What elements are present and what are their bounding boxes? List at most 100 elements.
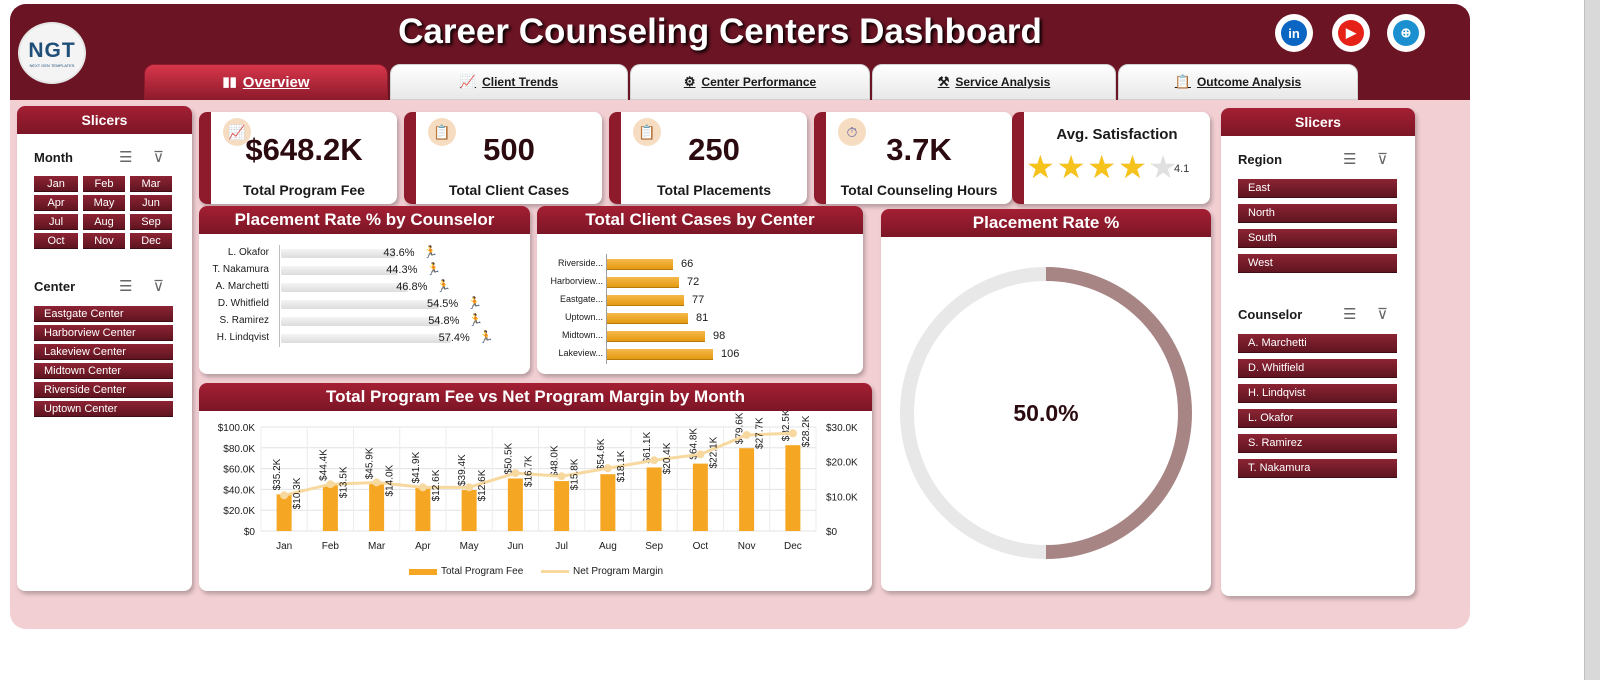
center-chip[interactable]: Harborview Center — [34, 325, 173, 341]
website-button[interactable]: ⊕ — [1387, 14, 1425, 52]
kpi-label: Total Counseling Hours — [840, 182, 998, 198]
axis-line — [279, 245, 280, 347]
multi-select-icon[interactable]: ☰ — [1343, 151, 1357, 168]
region-chip[interactable]: West — [1238, 254, 1397, 273]
margin-point — [511, 469, 520, 478]
tab-label: Outcome Analysis — [1196, 75, 1302, 89]
clear-filter-icon[interactable]: ⊽ — [1377, 151, 1388, 168]
month-chip[interactable]: Sep — [130, 214, 172, 230]
multi-select-icon[interactable]: ☰ — [1343, 306, 1357, 323]
fee-value-label: $44.4K — [318, 449, 329, 481]
bar-value: 106 — [721, 348, 740, 360]
fee-value-label: $50.5K — [503, 442, 514, 474]
center-label: Eastgate... — [559, 294, 603, 304]
month-chip[interactable]: Jul — [34, 214, 78, 230]
region-chip[interactable]: South — [1238, 229, 1397, 248]
center-chip[interactable]: Riverside Center — [34, 382, 173, 398]
y-tick-left: $80.0K — [223, 444, 255, 455]
month-chip[interactable]: Apr — [34, 195, 78, 211]
center-chip[interactable]: Eastgate Center — [34, 306, 173, 322]
youtube-button[interactable]: ▶ — [1332, 14, 1370, 52]
month-chip[interactable]: Feb — [83, 176, 125, 192]
tab-label: Overview — [242, 73, 310, 91]
tab-overview[interactable]: ▮▮ Overview — [144, 64, 388, 100]
x-tick: May — [460, 541, 479, 552]
rate-value: 54.8% — [428, 315, 460, 327]
kpi-accent — [814, 112, 826, 204]
month-slicer-label: Month — [34, 150, 73, 165]
counselor-chip[interactable]: S. Ramirez — [1238, 434, 1397, 453]
placement-rate-card: Placement Rate % 50.0% — [881, 209, 1211, 591]
center-bar — [607, 313, 688, 324]
month-chip[interactable]: Jan — [34, 176, 78, 192]
donut-slice — [1045, 267, 1192, 559]
chart-title: Total Client Cases by Center — [537, 206, 863, 234]
kpi-label: Avg. Satisfaction — [1056, 126, 1178, 143]
x-tick: Jan — [276, 541, 292, 552]
center-bar — [607, 349, 713, 360]
dashboard-board: NGT NEXT GEN TEMPLATES Career Counseling… — [10, 4, 1470, 629]
center-chip[interactable]: Midtown Center — [34, 363, 173, 379]
counselor-chip[interactable]: D. Whitfield — [1238, 359, 1397, 378]
rate-value: 54.5% — [427, 298, 459, 310]
star-fill: ★ — [1026, 150, 1055, 184]
runner-icon: 🏃 — [423, 245, 439, 259]
center-chip[interactable]: Uptown Center — [34, 401, 173, 417]
fee-bar — [646, 467, 662, 531]
margin-value-label: $27.7K — [755, 417, 766, 449]
bar-chart-icon: ▮▮ — [222, 74, 237, 89]
axis-line — [606, 254, 607, 364]
star-fill: ★ — [1056, 150, 1086, 184]
linkedin-button[interactable]: in — [1275, 14, 1313, 52]
y-tick-left: $60.0K — [223, 465, 255, 476]
clear-filter-icon[interactable]: ⊽ — [153, 278, 164, 295]
trend-chart-icon: 📈 — [223, 118, 251, 146]
margin-value-label: $15.8K — [570, 458, 581, 490]
month-chip[interactable]: Jun — [130, 195, 172, 211]
tab-outcome-analysis[interactable]: 📋 Outcome Analysis — [1118, 64, 1358, 100]
counselor-chip[interactable]: H. Lindqvist — [1238, 384, 1397, 403]
month-chip[interactable]: Oct — [34, 233, 78, 249]
tab-client-trends[interactable]: 📈 Client Trends — [390, 64, 628, 100]
counselor-chip[interactable]: A. Marchetti — [1238, 334, 1397, 353]
fee-value-label: $54.6K — [596, 438, 607, 470]
region-chip[interactable]: East — [1238, 179, 1397, 198]
month-chip[interactable]: Nov — [83, 233, 125, 249]
y-tick-right: $30.0K — [826, 423, 858, 434]
clear-filter-icon[interactable]: ⊽ — [153, 149, 164, 166]
counselor-chip[interactable]: L. Okafor — [1238, 409, 1397, 428]
counselor-slicer-label: Counselor — [1238, 307, 1303, 322]
runner-icon: 🏃 — [468, 313, 484, 327]
month-chip[interactable]: Dec — [130, 233, 172, 249]
kpi-value: 3.7K — [886, 132, 952, 167]
header-bar: NGT NEXT GEN TEMPLATES Career Counseling… — [10, 4, 1470, 100]
center-label: Riverside... — [557, 258, 603, 268]
margin-point — [742, 430, 751, 439]
logo: NGT NEXT GEN TEMPLATES — [18, 22, 86, 84]
region-chip[interactable]: North — [1238, 204, 1397, 223]
x-tick: Dec — [784, 541, 802, 552]
kpi-card-placements: 📋 250 Total Placements — [609, 112, 807, 204]
clear-filter-icon[interactable]: ⊽ — [1377, 306, 1388, 323]
kpi-card-client-cases: 📋 500 Total Client Cases — [404, 112, 602, 204]
tab-center-performance[interactable]: ⚙ Center Performance — [630, 64, 870, 100]
center-chip[interactable]: Lakeview Center — [34, 344, 173, 360]
star-fill: ★ — [1087, 150, 1117, 184]
counselor-label: A. Marchetti — [215, 281, 269, 292]
multi-select-icon[interactable]: ☰ — [119, 278, 133, 295]
star-rating: ★★★★★★★★★★ — [1026, 150, 1177, 184]
month-chip[interactable]: May — [83, 195, 125, 211]
fee-bar — [554, 481, 570, 531]
y-tick-right: $20.0K — [826, 458, 858, 469]
counselor-chip[interactable]: T. Nakamura — [1238, 459, 1397, 478]
multi-select-icon[interactable]: ☰ — [119, 149, 133, 166]
month-chip[interactable]: Mar — [130, 176, 172, 192]
margin-value-label: $28.2K — [801, 415, 812, 447]
runner-icon: 🏃 — [426, 262, 442, 276]
center-bar — [607, 331, 705, 342]
rate-track — [281, 334, 451, 343]
tab-service-analysis[interactable]: ⚒ Service Analysis — [872, 64, 1116, 100]
placement-rate-by-counselor-card: Placement Rate % by Counselor L. Okafor 4… — [199, 206, 530, 374]
margin-point — [418, 483, 427, 492]
month-chip[interactable]: Aug — [83, 214, 125, 230]
